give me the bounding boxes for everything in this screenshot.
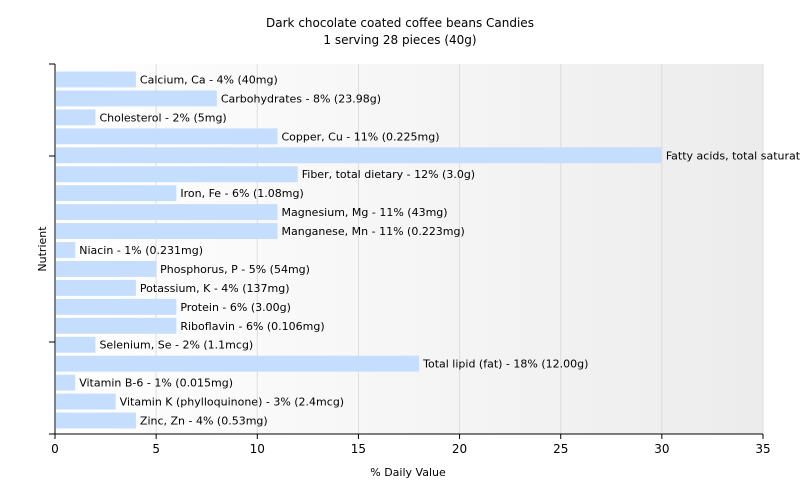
bar [56, 355, 420, 372]
bar [56, 185, 177, 202]
bar-label: Riboflavin - 6% (0.106mg) [180, 320, 324, 333]
bar-label: Vitamin K (phylloquinone) - 3% (2.4mcg) [120, 396, 344, 409]
bar-label: Calcium, Ca - 4% (40mg) [140, 73, 278, 86]
bar [56, 317, 177, 334]
bar [56, 412, 136, 429]
bar-label: Iron, Fe - 6% (1.08mg) [180, 187, 303, 200]
bar [56, 166, 298, 183]
bar-label: Carbohydrates - 8% (23.98g) [221, 92, 381, 105]
bar [56, 204, 278, 221]
bar-label: Protein - 6% (3.00g) [180, 301, 291, 314]
x-tick-label: 10 [250, 442, 265, 456]
x-tick-label: 5 [152, 442, 160, 456]
bar-label: Selenium, Se - 2% (1.1mcg) [99, 339, 253, 352]
bar-label: Phosphorus, P - 5% (54mg) [160, 263, 310, 276]
chart-subtitle: 1 serving 28 pieces (40g) [323, 33, 476, 47]
bar-label: Zinc, Zn - 4% (0.53mg) [140, 415, 268, 428]
bar [56, 128, 278, 145]
x-tick-label: 30 [654, 442, 669, 456]
bar-label: Vitamin B-6 - 1% (0.015mg) [79, 377, 233, 390]
x-tick-label: 0 [51, 442, 59, 456]
bar [56, 260, 157, 277]
bar [56, 393, 116, 410]
x-tick-label: 15 [351, 442, 366, 456]
x-tick-label: 35 [755, 442, 770, 456]
bar-label: Niacin - 1% (0.231mg) [79, 244, 203, 257]
bar-label: Copper, Cu - 11% (0.225mg) [282, 130, 440, 143]
bar [56, 147, 662, 164]
grid-lines [155, 64, 764, 434]
bar-label: Cholesterol - 2% (5mg) [99, 111, 226, 124]
bar [56, 298, 177, 315]
bar-label: Fiber, total dietary - 12% (3.0g) [302, 168, 475, 181]
bars [56, 71, 662, 429]
bar [56, 336, 96, 353]
chart-title: Dark chocolate coated coffee beans Candi… [266, 16, 534, 30]
bar [56, 109, 96, 126]
bar [56, 242, 76, 258]
bar-label: Total lipid (fat) - 18% (12.00g) [422, 358, 588, 371]
bar-label: Manganese, Mn - 11% (0.223mg) [282, 225, 465, 238]
bar-label: Potassium, K - 4% (137mg) [140, 282, 290, 295]
bar [56, 223, 278, 240]
bar [56, 374, 76, 391]
x-tick-label: 20 [452, 442, 467, 456]
bar [56, 71, 136, 88]
bar-label: Magnesium, Mg - 11% (43mg) [282, 206, 448, 219]
bar-label: Fatty acids, total saturated - 30% (6.00… [666, 149, 800, 162]
plot-area [55, 64, 763, 434]
x-axis-title: % Daily Value [370, 466, 446, 479]
bar [56, 279, 136, 296]
axes: 0 5 10 15 20 25 30 35 [49, 63, 771, 456]
y-axis-title: Nutrient [36, 226, 49, 272]
bar [56, 90, 217, 107]
x-tick-label: 25 [553, 442, 568, 456]
bar-labels: Calcium, Ca - 4% (40mg) Carbohydrates - 8… [79, 73, 800, 427]
